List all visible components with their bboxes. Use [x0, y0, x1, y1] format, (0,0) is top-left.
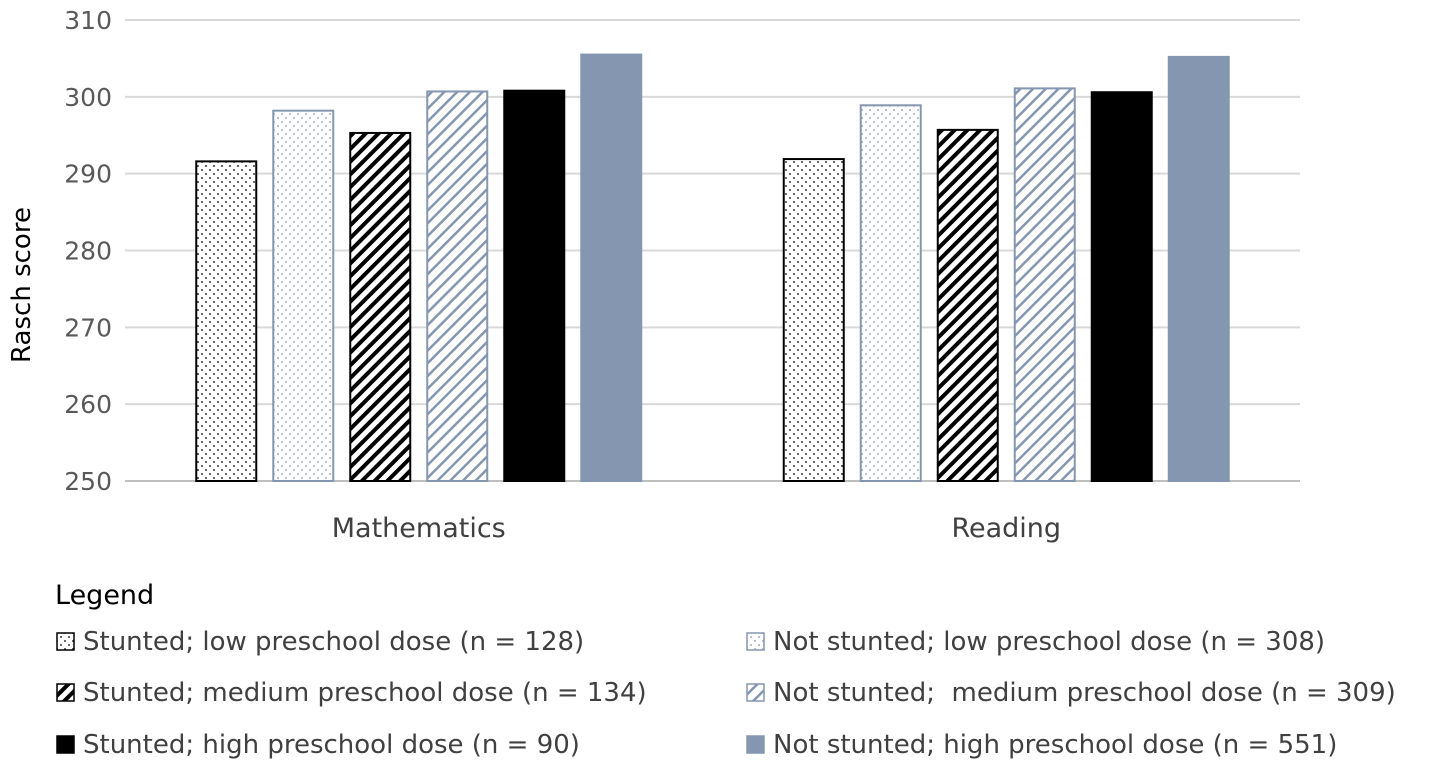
bar-mathematics-series-3	[349, 131, 412, 482]
bar-mathematics-series-2	[272, 109, 335, 482]
bar-chart: 250 260 270 280 290 300 310 Mathematics Reading…	[7, 6, 1300, 544]
legend-item: Stunted; medium preschool dose (n = 134)	[55, 678, 647, 708]
x-axis-labels: Mathematics Reading	[332, 513, 1061, 544]
bar-reading-series-5	[1090, 91, 1153, 483]
legend-item: Not stunted; low preschool dose (n = 308…	[745, 627, 1325, 657]
legend-item: Stunted; low preschool dose (n = 128)	[55, 627, 584, 657]
y-tick-label: 250	[64, 467, 112, 496]
legend-swatch	[56, 683, 75, 702]
x-category-label: Mathematics	[332, 513, 506, 544]
bar-reading-series-1	[782, 158, 845, 482]
bar-reading-series-4	[1013, 87, 1076, 483]
bars	[195, 53, 1230, 483]
legend-label: Stunted; high preschool dose (n = 90)	[83, 730, 580, 760]
y-tick-label: 310	[64, 6, 112, 35]
legend-swatch	[56, 735, 75, 754]
legend-label: Not stunted; high preschool dose (n = 55…	[773, 730, 1338, 760]
legend-item: Not stunted; high preschool dose (n = 55…	[745, 730, 1337, 760]
y-tick-label: 280	[64, 237, 112, 266]
bar-mathematics-series-1	[195, 160, 258, 483]
y-tick-label: 290	[64, 160, 112, 189]
bar-mathematics-series-6	[580, 53, 643, 482]
y-tick-label: 270	[64, 313, 112, 342]
bar-mathematics-series-5	[503, 89, 566, 482]
legend-label: Not stunted; low preschool dose (n = 308…	[773, 627, 1326, 657]
y-axis-ticks: 250 260 270 280 290 300 310	[64, 6, 112, 496]
legend-swatch	[56, 632, 75, 651]
legend-swatch	[746, 683, 765, 702]
y-tick-label: 300	[64, 83, 112, 112]
legend-item: Stunted; high preschool dose (n = 90)	[55, 730, 580, 760]
bar-reading-series-2	[859, 104, 922, 482]
bar-reading-series-3	[936, 128, 999, 482]
bar-reading-series-6	[1167, 55, 1230, 482]
legend-label: Not stunted; medium preschool dose (n = …	[773, 678, 1396, 708]
bar-mathematics-series-4	[426, 90, 489, 483]
legend-label: Stunted; low preschool dose (n = 128)	[83, 627, 585, 657]
legend-item: Not stunted; medium preschool dose (n = …	[745, 678, 1396, 708]
legend-swatch	[746, 632, 765, 651]
legend-swatch	[746, 735, 765, 754]
legend-label: Stunted; medium preschool dose (n = 134)	[83, 678, 647, 708]
x-category-label: Reading	[951, 513, 1061, 544]
y-tick-label: 260	[64, 390, 112, 419]
legend-title: Legend	[55, 580, 155, 611]
y-axis-label: Rasch score	[7, 207, 37, 363]
